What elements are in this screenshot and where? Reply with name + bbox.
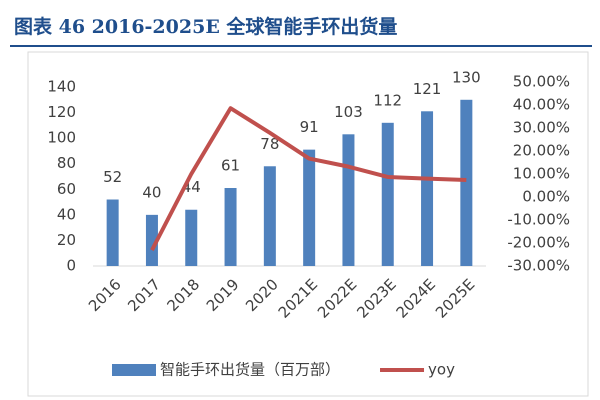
y2-tick-label: -30.00% [507,257,570,275]
x-tick-label: 2025E [432,275,478,321]
bar [303,149,316,266]
data-label: 78 [260,135,279,153]
bar [106,199,119,266]
bar [224,188,237,266]
y-tick-label: 0 [66,257,76,275]
data-label: 61 [221,157,240,175]
x-tick-label: 2023E [353,275,399,321]
line [150,106,467,252]
x-tick-label: 2019 [203,275,243,315]
y2-tick-label: 0.00% [522,188,570,206]
chart-title: 图表 46 2016-2025E 全球智能手环出货量 [14,15,397,38]
data-label: 121 [413,80,442,98]
bar [185,209,198,266]
y2-tick-label: 20.00% [513,142,570,160]
bar [381,122,394,266]
legend-label: 智能手环出货量（百万部） [160,361,340,379]
data-label: 91 [300,118,319,136]
y2-tick-label: -10.00% [507,211,570,229]
data-label: 112 [373,91,402,109]
y-tick-label: 100 [47,129,76,147]
bar [460,99,473,267]
bar [342,134,355,266]
data-label: 130 [452,68,481,86]
data-label: 103 [334,103,363,121]
x-tick-label: 2017 [124,275,164,315]
legend-label: yoy [428,361,455,379]
y2-tick-label: 50.00% [513,73,570,91]
y-tick-label: 40 [57,205,76,223]
y2-tick-label: 40.00% [513,96,570,114]
x-tick-label: 2016 [85,275,125,315]
x-tick-label: 2024E [393,275,439,321]
y-tick-label: 60 [57,180,76,198]
bar [145,214,158,266]
x-tick-label: 2021E [275,275,321,321]
x-tick-label: 2018 [164,275,204,315]
y-tick-label: 120 [47,103,76,121]
data-label: 52 [103,168,122,186]
chart-frame [27,51,589,397]
legend-swatch [112,364,156,376]
y2-tick-label: 10.00% [513,165,570,183]
y2-tick-label: -20.00% [507,234,570,252]
bar [421,111,434,267]
data-label: 40 [142,183,161,201]
bar [263,166,276,266]
y-tick-label: 80 [57,154,76,172]
y2-tick-label: 30.00% [513,119,570,137]
x-tick-label: 2022E [314,275,360,321]
y-tick-label: 20 [57,231,76,249]
y-tick-label: 140 [47,78,76,96]
